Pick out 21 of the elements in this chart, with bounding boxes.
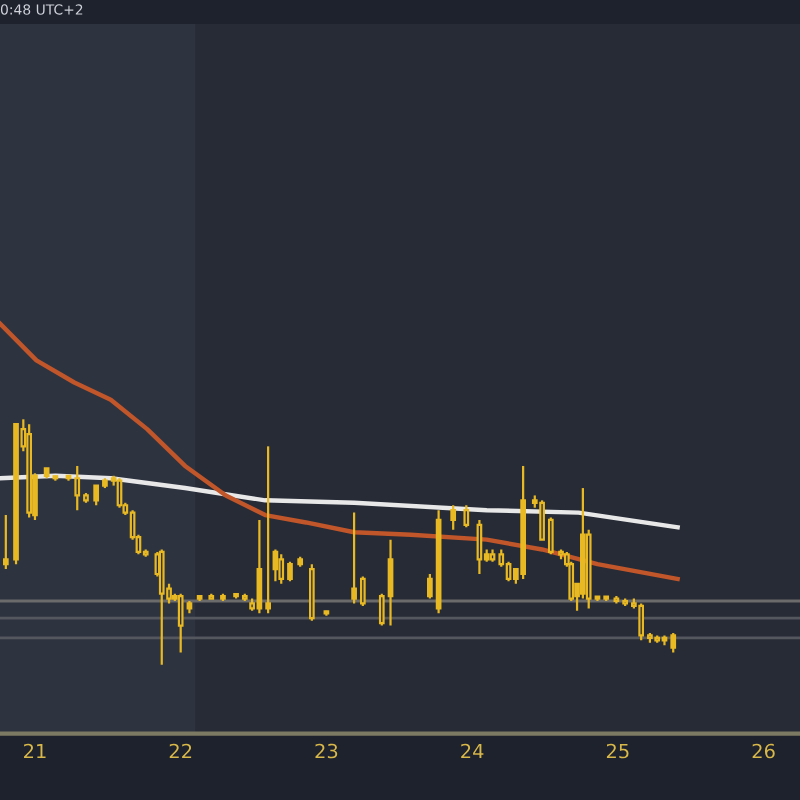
- candlestick: [568, 560, 575, 603]
- candlestick: [2, 513, 9, 571]
- candlestick: [278, 553, 285, 585]
- candlestick: [265, 445, 271, 615]
- candlestick: [463, 504, 470, 529]
- candlestick: [638, 602, 645, 642]
- x-tick-label: 25: [606, 743, 629, 759]
- x-tick-label: 26: [752, 743, 775, 759]
- candlestick: [158, 548, 165, 666]
- candlestick: [74, 464, 81, 512]
- candlestick: [177, 592, 184, 654]
- x-tick-label: 24: [461, 743, 484, 759]
- candlestick: [93, 484, 100, 507]
- candlestick: [505, 560, 512, 583]
- candlestick: [450, 504, 457, 531]
- candlestick: [272, 548, 279, 583]
- candlestick: [670, 631, 677, 654]
- candlestick: [359, 575, 366, 608]
- x-tick-label: 21: [24, 743, 46, 759]
- x-tick-label: 23: [315, 743, 338, 759]
- x-tick-label: 22: [169, 743, 192, 759]
